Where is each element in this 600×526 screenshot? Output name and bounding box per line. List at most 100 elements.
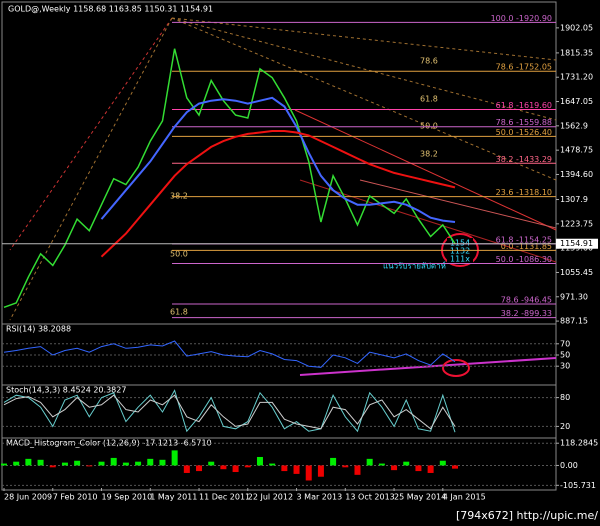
highlight-circle [442,359,470,377]
price-tag [556,238,598,249]
y-tick-label: 1478.75 [560,146,593,155]
fib-label: 61.8 -1619.60 [496,101,552,110]
histogram-bar [330,457,337,466]
y-tick-label: -105.731 [560,481,596,490]
indicator-title: RSI(14) 38.2088 [6,325,71,334]
histogram-bar [147,458,154,466]
y-tick-label: 1055.45 [560,268,593,277]
indicator-title: Stoch(14,3,3) 8.4524 20.3827 [6,386,126,395]
y-tick-label: 1394.60 [560,170,593,179]
histogram-bar [281,465,288,472]
fib-label: 78.6 -1752.05 [496,63,552,72]
histogram-bar [378,463,385,466]
trend-lines [9,17,557,376]
histogram-bar [269,463,276,466]
fib-fan-label: 38.2 [170,192,188,201]
histogram-bar [366,458,373,466]
fib-label: 61.8 -1154.25 [496,235,552,244]
fib-fan-label: 61.8 [420,95,438,104]
fib-label: 50.0 -1086.30 [496,255,552,264]
histogram-bar [391,465,398,471]
note-box [447,238,473,264]
indicator-title: MACD_Histogram_Color (12,26,9) -17.1213 … [6,439,212,448]
histogram-bar [220,465,227,470]
fib-fan-label: 78.6 [420,57,438,66]
histogram-bar [354,465,361,475]
y-tick-label: 0.00 [560,461,578,470]
histogram-bar [122,462,129,466]
fib-label: 0.0 -1131.85 [501,242,552,251]
histogram-bar [25,458,32,466]
histogram-bar [232,465,239,473]
fib-fan-label: 50.0 [420,122,438,131]
header: GOLD@,Weekly 1158.68 1163.85 1150.31 115… [8,5,213,14]
y-tick-label: 1731.20 [560,73,593,82]
histogram-bar [13,461,20,466]
y-tick-label: 1902.05 [560,23,593,32]
histogram-bar [183,465,190,473]
current-price: 1154.91 [560,239,593,248]
histogram-bar [196,465,203,472]
note-text: 1154 [450,239,470,248]
series-line [3,394,456,430]
histogram-bar [171,450,178,466]
histogram-bar [98,461,105,466]
y-tick-label: 1307.9 [560,195,588,204]
histogram-bar [135,461,142,466]
histogram-bar [61,462,68,466]
x-tick-label: 19 Sep 2010 [102,493,153,502]
histogram-bar [305,465,312,481]
fib-fan-label: 61.8 [170,308,188,317]
histogram-bar [439,460,446,466]
histogram-bar [208,461,215,466]
series-line [100,130,456,258]
x-tick-label: 25 May 2014 [394,493,446,502]
y-tick-label: 20 [560,422,570,431]
x-tick-label: 1 May 2011 [150,493,197,502]
y-tick-label: 1815.35 [560,48,593,57]
x-tick-label: 13 Oct 2013 [345,493,394,502]
series-line [100,96,456,223]
histogram-bar [452,465,458,469]
support-label: แนวรับรายสัปดาห์ [383,261,446,271]
histogram-bar [415,465,422,472]
y-tick-label: 118.2845 [560,439,598,448]
note-text: 111x [450,255,470,264]
x-tick-label: 28 Jun 2009 [4,493,52,502]
y-tick-label: 80 [560,393,570,402]
y-tick-label: 1647.05 [560,97,593,106]
histogram-bar [256,456,263,466]
histogram-bar [342,465,349,468]
fib-fan-label: 50.0 [170,250,188,259]
histogram-bar [86,465,93,467]
fib-label: 78.6 -946.45 [501,295,552,304]
histogram-bar [37,459,44,466]
y-tick-label: 1223.75 [560,219,593,228]
y-tick-label: 70 [560,339,570,348]
y-tick-label: 1562.9 [560,121,588,130]
fib-fan-label: 38.2 [420,150,438,159]
histogram-bar [293,465,300,474]
y-tick-label: 50 [560,351,570,360]
x-tick-label: 11 Dec 2011 [199,493,250,502]
histogram-bar [1,463,7,466]
fib-label: 23.6 -1318.10 [496,188,552,197]
histogram-bar [427,465,434,473]
histogram-bar [244,465,251,468]
fib-label: 78.6 -1559.88 [496,118,552,127]
x-tick-label: 3 Mar 2013 [297,493,343,502]
fib-label: 50.0 -1526.40 [496,128,552,137]
histogram-bar [74,460,81,466]
x-tick-label: 4 Jan 2015 [443,493,486,502]
x-tick-label: 7 Feb 2010 [53,493,98,502]
histogram-bar [110,457,117,466]
y-tick-label: 971.30 [560,292,588,301]
x-tick-label: 22 Jul 2012 [248,493,293,502]
note-text: 1132 [450,247,470,256]
fib-label: 38.2 -899.33 [501,309,552,318]
series-line [3,340,456,368]
y-tick-label: 887.15 [560,317,588,326]
watermark: [794x672] http://upic.me/ [456,509,598,522]
histogram-bar [403,461,410,466]
